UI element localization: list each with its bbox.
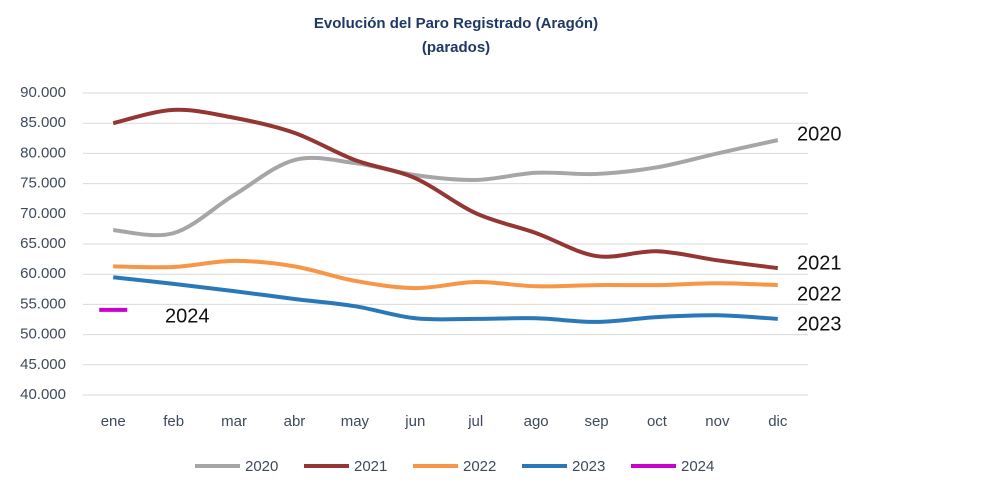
x-tick-label: ene	[101, 413, 126, 430]
x-tick-label: oct	[647, 413, 668, 430]
legend-label: 2022	[463, 458, 496, 475]
x-tick-label: nov	[705, 413, 730, 430]
y-tick-label: 90.000	[20, 84, 66, 101]
y-tick-label: 60.000	[20, 265, 66, 282]
series-end-label: 2022	[797, 283, 842, 305]
y-tick-label: 80.000	[20, 144, 66, 161]
y-tick-label: 40.000	[20, 386, 66, 403]
x-tick-label: may	[341, 413, 370, 430]
series-end-label: 2020	[797, 123, 842, 145]
series-line	[112, 275, 778, 324]
legend-label: 2024	[681, 458, 714, 475]
y-tick-label: 70.000	[20, 205, 66, 222]
y-tick-label: 45.000	[20, 356, 66, 373]
x-tick-label: abr	[284, 413, 306, 430]
series-end-label: 2021	[797, 252, 842, 274]
series-line	[112, 107, 779, 271]
x-tick-label: jul	[467, 413, 483, 430]
series-end-label: 2024	[165, 305, 210, 327]
x-tick-label: mar	[221, 413, 247, 430]
series-end-label: 2023	[797, 313, 842, 335]
legend-label: 2023	[572, 458, 605, 475]
x-tick-label: dic	[768, 413, 788, 430]
chart-subtitle: (parados)	[422, 39, 490, 56]
y-tick-label: 65.000	[20, 235, 66, 252]
series-line	[113, 258, 778, 291]
y-tick-label: 50.000	[20, 326, 66, 343]
x-tick-label: ago	[524, 413, 549, 430]
x-tick-label: jun	[404, 413, 425, 430]
legend-label: 2021	[354, 458, 387, 475]
y-tick-label: 55.000	[20, 295, 66, 312]
chart-title: Evolución del Paro Registrado (Aragón)	[314, 15, 598, 32]
x-tick-label: sep	[584, 413, 608, 430]
x-tick-label: feb	[163, 413, 184, 430]
y-tick-label: 75.000	[20, 175, 66, 192]
series-line	[113, 138, 779, 238]
legend-label: 2020	[245, 458, 278, 475]
y-tick-label: 85.000	[20, 114, 66, 131]
